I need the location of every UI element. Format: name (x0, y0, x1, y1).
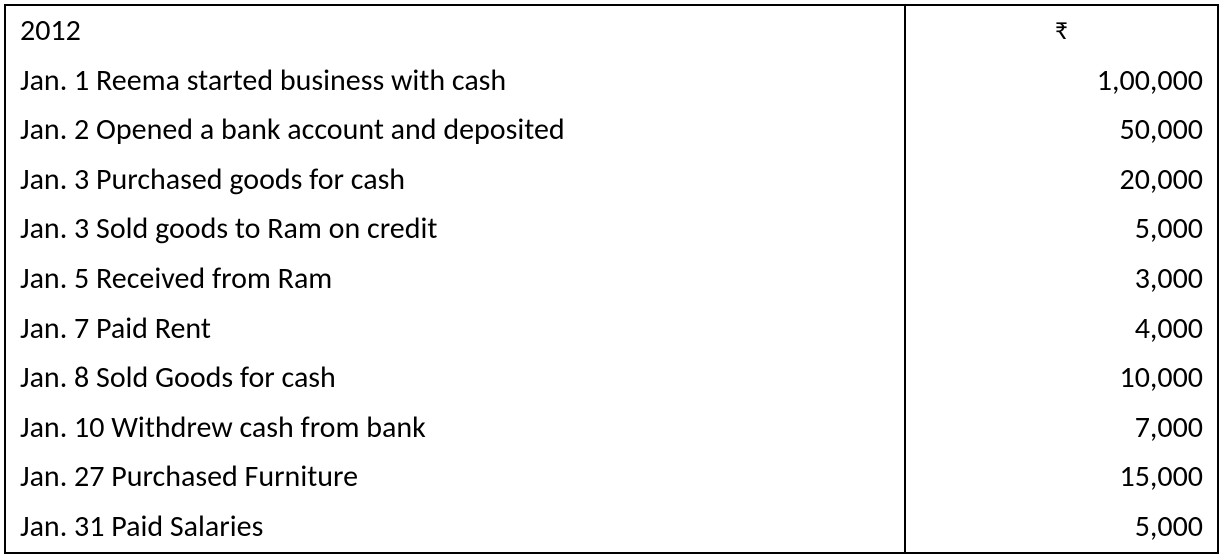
header-year: 2012 (5, 5, 905, 56)
transaction-description: Jan. 31 Paid Salaries (5, 502, 905, 553)
transaction-description: Jan. 3 Sold goods to Ram on credit (5, 204, 905, 254)
transaction-amount: 15,000 (905, 452, 1218, 502)
transaction-description: Jan. 27 Purchased Furniture (5, 452, 905, 502)
transaction-amount: 4,000 (905, 304, 1218, 354)
transaction-amount: 3,000 (905, 254, 1218, 304)
journal-table: 2012₹Jan. 1 Reema started business with … (4, 4, 1219, 554)
table-row: Jan. 1 Reema started business with cash1… (5, 56, 1218, 106)
transaction-amount: 20,000 (905, 155, 1218, 205)
table-header-row: 2012₹ (5, 5, 1218, 56)
table-row: Jan. 2 Opened a bank account and deposit… (5, 105, 1218, 155)
transaction-amount: 5,000 (905, 204, 1218, 254)
transaction-description: Jan. 7 Paid Rent (5, 304, 905, 354)
transaction-description: Jan. 5 Received from Ram (5, 254, 905, 304)
transaction-amount: 5,000 (905, 502, 1218, 553)
table-row: Jan. 27 Purchased Furniture15,000 (5, 452, 1218, 502)
transaction-description: Jan. 1 Reema started business with cash (5, 56, 905, 106)
transaction-description: Jan. 8 Sold Goods for cash (5, 353, 905, 403)
transaction-amount: 50,000 (905, 105, 1218, 155)
table-row: Jan. 5 Received from Ram3,000 (5, 254, 1218, 304)
transaction-amount: 10,000 (905, 353, 1218, 403)
table-row: Jan. 8 Sold Goods for cash10,000 (5, 353, 1218, 403)
table-row: Jan. 10 Withdrew cash from bank7,000 (5, 403, 1218, 453)
transaction-description: Jan. 10 Withdrew cash from bank (5, 403, 905, 453)
transaction-description: Jan. 3 Purchased goods for cash (5, 155, 905, 205)
transaction-amount: 7,000 (905, 403, 1218, 453)
table-row: Jan. 3 Sold goods to Ram on credit5,000 (5, 204, 1218, 254)
table-row: Jan. 3 Purchased goods for cash20,000 (5, 155, 1218, 205)
header-currency: ₹ (905, 5, 1218, 56)
table-row: Jan. 7 Paid Rent4,000 (5, 304, 1218, 354)
transaction-amount: 1,00,000 (905, 56, 1218, 106)
transaction-description: Jan. 2 Opened a bank account and deposit… (5, 105, 905, 155)
table-row: Jan. 31 Paid Salaries5,000 (5, 502, 1218, 553)
